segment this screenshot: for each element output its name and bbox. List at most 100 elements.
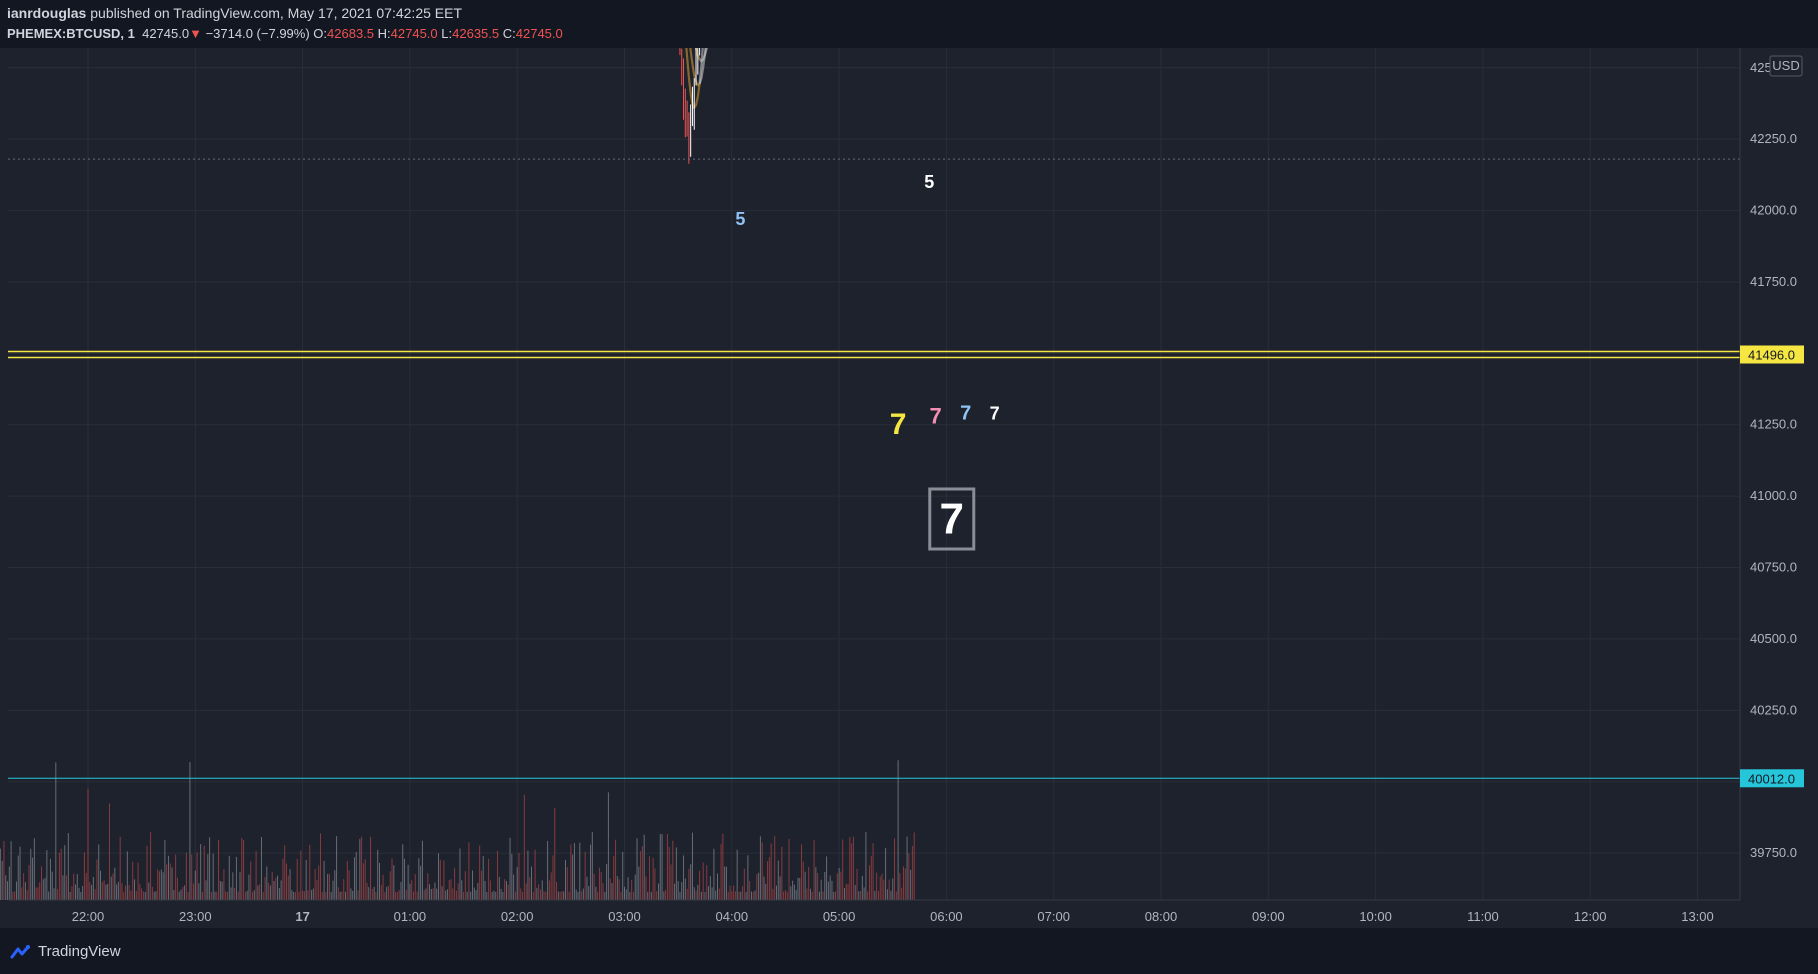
volume-bar (51, 871, 53, 900)
volume-bar (328, 873, 330, 900)
volume-bar (237, 891, 239, 900)
volume-bar (287, 875, 289, 900)
volume-bar (135, 890, 137, 900)
volume-bar (112, 873, 114, 900)
volume-bar (684, 878, 686, 900)
volume-bar (624, 886, 625, 900)
volume-bar (352, 890, 354, 900)
volume-bar (307, 890, 309, 900)
volume-bar (387, 885, 389, 900)
volume-bars (0, 760, 915, 900)
volume-bar (246, 890, 248, 900)
volume-bar (5, 875, 7, 900)
volume-bar (890, 890, 892, 900)
volume-bar (595, 886, 597, 900)
time-axis[interactable] (0, 900, 1818, 928)
volume-bar (58, 852, 60, 900)
volume-bar (221, 881, 223, 900)
volume-bar (697, 884, 699, 900)
volume-bar (809, 888, 811, 900)
volume-bar (606, 864, 608, 900)
symbol-label[interactable]: PHEMEX:BTCUSD, 1 (7, 26, 135, 41)
volume-bar (613, 855, 615, 900)
volume-bar (808, 866, 810, 900)
high-label: H: (377, 26, 391, 41)
volume-bar (71, 886, 73, 900)
volume-bar (504, 879, 506, 900)
volume-bar (740, 891, 742, 900)
volume-bar (495, 891, 497, 900)
volume-bar (634, 874, 636, 900)
volume-bar (759, 836, 761, 900)
volume-bar (913, 832, 915, 900)
volume-bar (663, 891, 665, 900)
volume-bar (201, 891, 203, 900)
volume-bar (545, 891, 547, 900)
volume-bar (439, 859, 441, 900)
volume-bar (223, 869, 225, 900)
volume-bar (128, 885, 130, 900)
volume-bar (421, 840, 423, 900)
volume-bar (895, 891, 897, 900)
volume-bar (100, 870, 102, 900)
volume-bar (142, 891, 144, 900)
volume-bar (446, 889, 448, 900)
volume-bar (645, 876, 647, 900)
volume-bar (1, 861, 3, 900)
volume-bar (749, 881, 751, 900)
currency-badge[interactable] (1769, 55, 1803, 77)
author-name[interactable]: ianrdouglas (7, 5, 87, 21)
volume-bar (733, 885, 735, 900)
publish-info: ianrdouglas published on TradingView.com… (7, 5, 462, 21)
volume-bar (709, 876, 711, 900)
volume-bar (275, 877, 277, 900)
volume-bar (160, 869, 162, 900)
volume-bar (76, 874, 78, 900)
volume-bar (822, 891, 824, 900)
volume-bar (498, 876, 500, 900)
price-chart[interactable]: BEAR FLAG 1BEAR FLAG 2BEAR FLAG 32143655… (0, 48, 1818, 928)
volume-bar (500, 888, 502, 900)
volume-bar (291, 890, 293, 900)
volume-bar (327, 873, 329, 900)
volume-bar (105, 884, 107, 900)
volume-bar (414, 874, 416, 900)
volume-bar (523, 794, 525, 900)
ma-line (698, 48, 708, 63)
price-tick-label: 42250.0 (1750, 131, 1797, 146)
volume-bar (463, 891, 465, 900)
volume-bar (842, 839, 844, 900)
wave-count-label: 7 (960, 402, 971, 424)
volume-bar (126, 851, 128, 900)
volume-bar (293, 891, 295, 900)
volume-bar (167, 855, 169, 900)
open-value: 42683.5 (327, 26, 375, 41)
volume-bar (607, 792, 609, 900)
volume-bar (214, 891, 216, 900)
volume-bar (597, 891, 599, 900)
volume-bar (747, 855, 749, 900)
volume-bar (98, 844, 100, 900)
volume-bar (566, 867, 568, 900)
volume-bar (792, 880, 794, 900)
volume-bar (522, 891, 524, 900)
volume-bar (225, 891, 227, 900)
volume-bar (366, 882, 368, 900)
ma-line (698, 48, 704, 84)
volume-bar (364, 859, 366, 900)
volume-bar (412, 891, 414, 900)
tradingview-logo[interactable]: TradingView (10, 943, 121, 960)
volume-bar (178, 891, 180, 900)
volume-bar (845, 883, 847, 900)
volume-bar (575, 889, 577, 900)
volume-bar (831, 880, 833, 900)
volume-bar (35, 887, 37, 900)
volume-bar (264, 877, 266, 900)
volume-bar (876, 872, 878, 900)
volume-bar (835, 891, 837, 900)
volume-bar (543, 891, 545, 900)
volume-bar (786, 891, 788, 900)
volume-bar (661, 834, 663, 900)
volume-bar (783, 891, 785, 900)
volume-bar (402, 844, 404, 900)
